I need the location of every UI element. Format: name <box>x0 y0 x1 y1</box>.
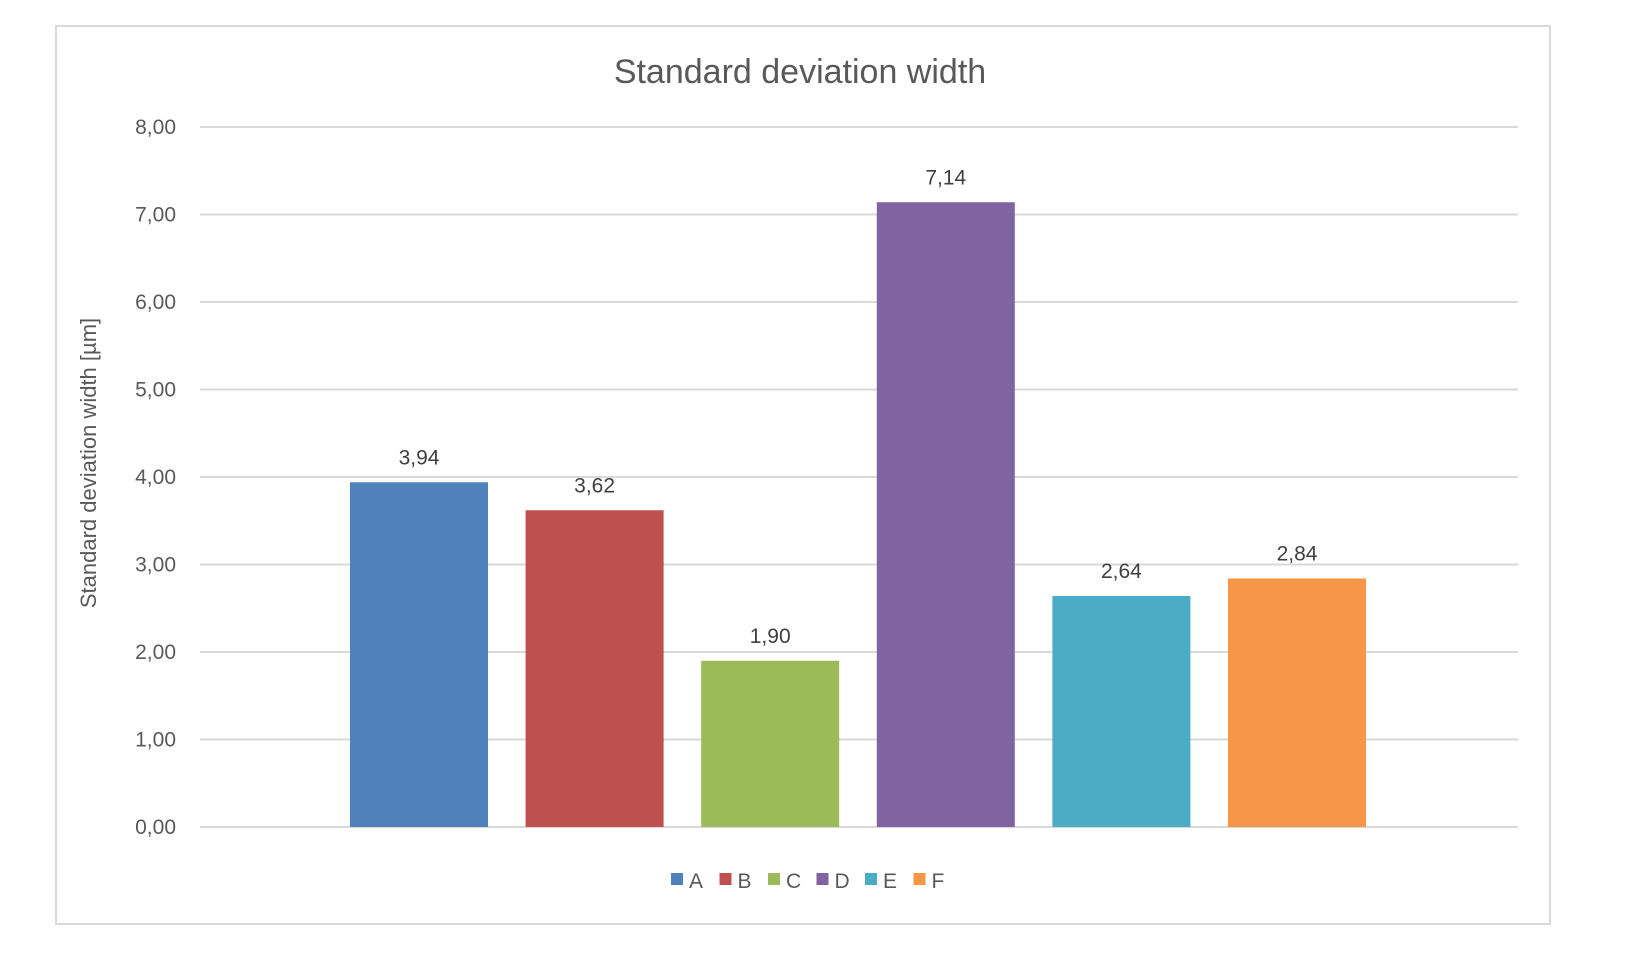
legend-label: D <box>835 870 850 893</box>
bar-d <box>876 202 1015 827</box>
y-tick-label: 8,00 <box>135 116 176 139</box>
legend-swatch <box>719 873 732 885</box>
bar-b <box>525 510 664 827</box>
legend-swatch <box>865 873 877 885</box>
y-tick-label: 5,00 <box>135 379 176 402</box>
chart-title: Standard deviation width <box>614 53 986 91</box>
y-tick-label: 6,00 <box>135 291 176 314</box>
bar-a <box>350 482 488 827</box>
data-label: 2,64 <box>1101 560 1142 583</box>
legend: A B C D E F <box>671 870 944 893</box>
legend-label: C <box>786 870 801 893</box>
data-labels: 3,94 3,62 1,90 7,14 2,64 2,84 <box>399 166 1318 648</box>
legend-label: F <box>932 870 945 893</box>
legend-swatch <box>768 873 780 885</box>
y-axis-ticks: 0,00 1,00 2,00 3,00 4,00 5,00 6,00 7,00 8,00 <box>135 116 176 839</box>
bar-e <box>1052 596 1191 827</box>
legend-swatch <box>816 873 829 885</box>
legend-label: E <box>883 870 897 893</box>
data-label: 3,62 <box>574 474 615 497</box>
y-tick-label: 4,00 <box>135 466 176 489</box>
y-tick-label: 1,00 <box>135 729 176 752</box>
y-tick-label: 7,00 <box>135 204 176 227</box>
data-label: 7,14 <box>925 166 966 189</box>
y-tick-label: 0,00 <box>135 816 176 839</box>
y-tick-label: 3,00 <box>135 554 176 577</box>
data-label: 1,90 <box>750 625 791 648</box>
y-axis-label: Standard deviation width [µm] <box>76 318 101 608</box>
data-label: 3,94 <box>399 446 440 469</box>
bar-f <box>1228 578 1366 827</box>
legend-swatch <box>671 873 683 885</box>
legend-swatch <box>913 873 926 885</box>
bars <box>350 202 1366 827</box>
bar-c <box>701 660 840 827</box>
legend-label: A <box>689 870 703 893</box>
legend-label: B <box>738 870 752 893</box>
data-label: 2,84 <box>1277 543 1318 566</box>
y-tick-label: 2,00 <box>135 641 176 664</box>
